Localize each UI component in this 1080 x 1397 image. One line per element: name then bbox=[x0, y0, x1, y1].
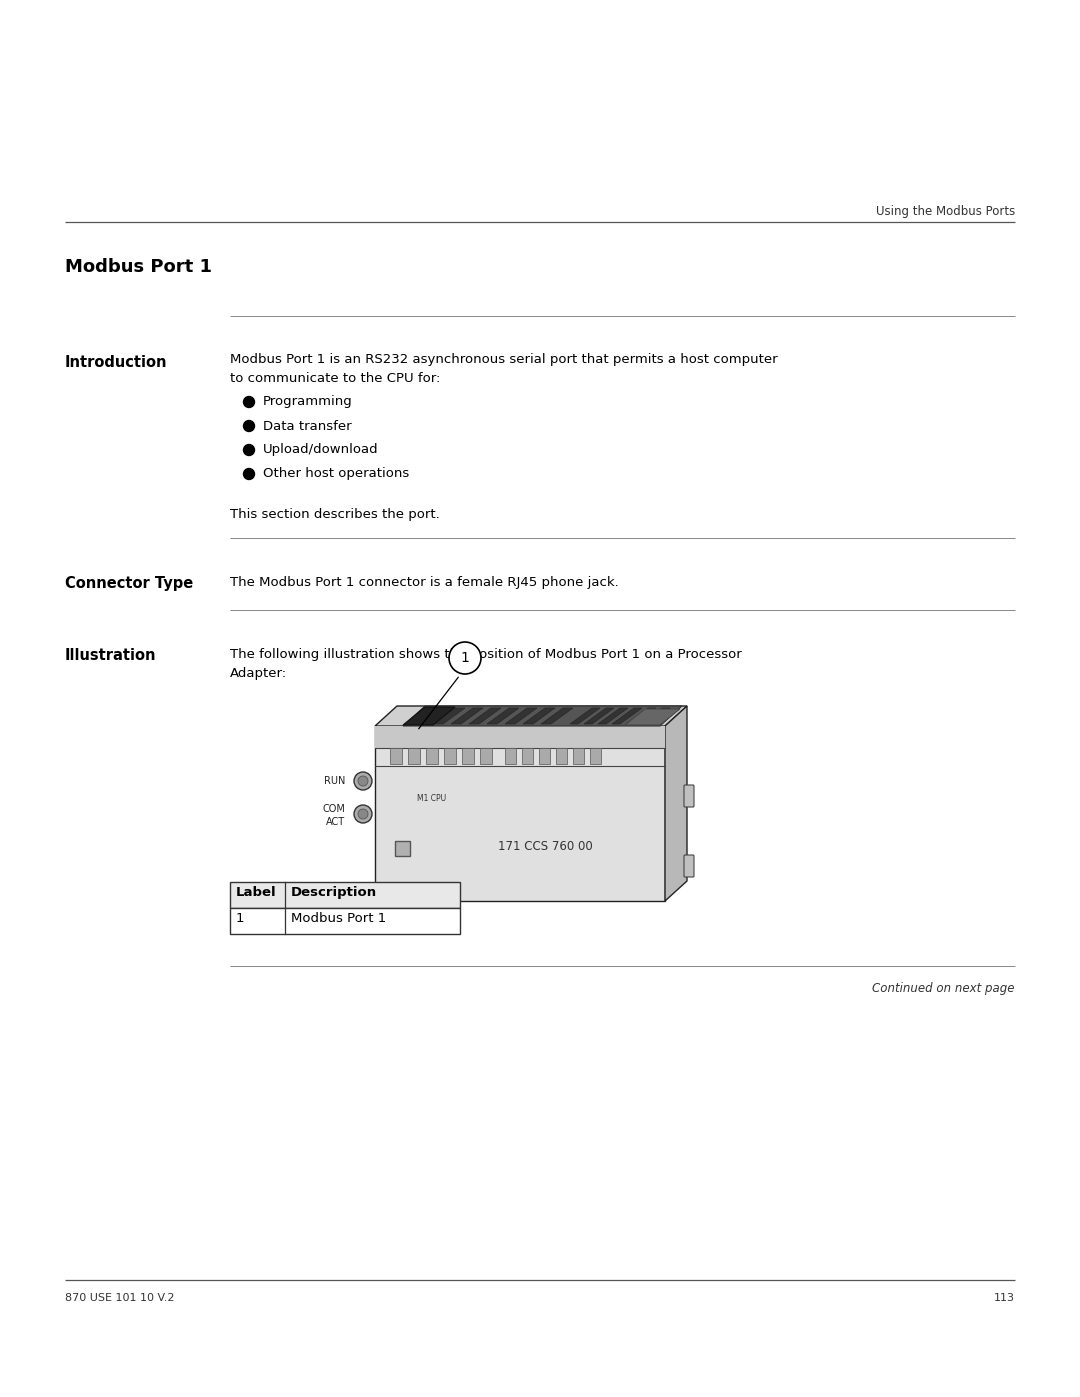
FancyBboxPatch shape bbox=[684, 785, 694, 807]
Text: Adapter:: Adapter: bbox=[230, 666, 287, 680]
Bar bbox=[375, 726, 665, 901]
Bar bbox=[375, 726, 665, 747]
Text: Illustration: Illustration bbox=[65, 648, 157, 664]
Bar bbox=[462, 747, 474, 764]
Polygon shape bbox=[570, 708, 600, 724]
Polygon shape bbox=[433, 708, 465, 724]
Circle shape bbox=[243, 468, 255, 479]
Circle shape bbox=[243, 420, 255, 432]
Bar bbox=[480, 747, 492, 764]
Polygon shape bbox=[665, 705, 687, 901]
Polygon shape bbox=[487, 708, 519, 724]
Bar bbox=[444, 747, 456, 764]
Polygon shape bbox=[415, 708, 447, 724]
Polygon shape bbox=[523, 708, 555, 724]
Polygon shape bbox=[451, 708, 483, 724]
Bar bbox=[230, 908, 460, 935]
Bar bbox=[390, 747, 402, 764]
Text: ACT: ACT bbox=[326, 817, 345, 827]
Circle shape bbox=[243, 397, 255, 408]
Text: Introduction: Introduction bbox=[65, 355, 167, 370]
Polygon shape bbox=[403, 705, 681, 726]
Polygon shape bbox=[625, 710, 680, 725]
Text: Modbus Port 1: Modbus Port 1 bbox=[291, 912, 387, 925]
Text: Upload/download: Upload/download bbox=[264, 443, 379, 457]
Text: This section describes the port.: This section describes the port. bbox=[230, 509, 440, 521]
Bar bbox=[408, 747, 420, 764]
Polygon shape bbox=[598, 708, 627, 724]
Text: Using the Modbus Ports: Using the Modbus Ports bbox=[876, 205, 1015, 218]
Text: COM: COM bbox=[322, 805, 345, 814]
Polygon shape bbox=[541, 708, 573, 724]
Text: 1: 1 bbox=[460, 651, 470, 665]
Text: 171 CCS 760 00: 171 CCS 760 00 bbox=[498, 840, 592, 852]
FancyBboxPatch shape bbox=[684, 855, 694, 877]
Text: Other host operations: Other host operations bbox=[264, 468, 409, 481]
Text: Continued on next page: Continued on next page bbox=[873, 982, 1015, 995]
Bar bbox=[230, 882, 460, 908]
Polygon shape bbox=[469, 708, 501, 724]
Polygon shape bbox=[584, 708, 615, 724]
Text: The following illustration shows the position of Modbus Port 1 on a Processor: The following illustration shows the pos… bbox=[230, 648, 742, 661]
Text: 113: 113 bbox=[994, 1294, 1015, 1303]
Text: Modbus Port 1: Modbus Port 1 bbox=[65, 258, 212, 277]
Bar bbox=[573, 747, 584, 764]
Text: Data transfer: Data transfer bbox=[264, 419, 352, 433]
Bar bbox=[505, 747, 516, 764]
Polygon shape bbox=[640, 708, 670, 724]
Text: The Modbus Port 1 connector is a female RJ45 phone jack.: The Modbus Port 1 connector is a female … bbox=[230, 576, 619, 590]
Polygon shape bbox=[375, 705, 687, 726]
Bar bbox=[556, 747, 567, 764]
Polygon shape bbox=[626, 708, 656, 724]
Text: Modbus Port 1 is an RS232 asynchronous serial port that permits a host computer: Modbus Port 1 is an RS232 asynchronous s… bbox=[230, 353, 778, 366]
Polygon shape bbox=[505, 708, 537, 724]
Polygon shape bbox=[403, 707, 455, 725]
Bar bbox=[539, 747, 550, 764]
Text: RUN: RUN bbox=[324, 775, 345, 787]
Text: Programming: Programming bbox=[264, 395, 353, 408]
Circle shape bbox=[243, 444, 255, 455]
Circle shape bbox=[449, 643, 481, 673]
Circle shape bbox=[354, 773, 372, 789]
Bar bbox=[426, 747, 438, 764]
Text: Connector Type: Connector Type bbox=[65, 576, 193, 591]
Bar bbox=[395, 841, 410, 856]
Circle shape bbox=[354, 805, 372, 823]
Circle shape bbox=[357, 809, 368, 819]
Text: Label: Label bbox=[237, 886, 276, 900]
Circle shape bbox=[357, 775, 368, 787]
Text: Description: Description bbox=[291, 886, 377, 900]
Text: to communicate to the CPU for:: to communicate to the CPU for: bbox=[230, 372, 441, 386]
Polygon shape bbox=[612, 708, 642, 724]
Bar bbox=[590, 747, 600, 764]
Text: 1: 1 bbox=[237, 912, 244, 925]
Bar bbox=[522, 747, 534, 764]
Text: 870 USE 101 10 V.2: 870 USE 101 10 V.2 bbox=[65, 1294, 175, 1303]
Text: M1 CPU: M1 CPU bbox=[417, 793, 446, 803]
